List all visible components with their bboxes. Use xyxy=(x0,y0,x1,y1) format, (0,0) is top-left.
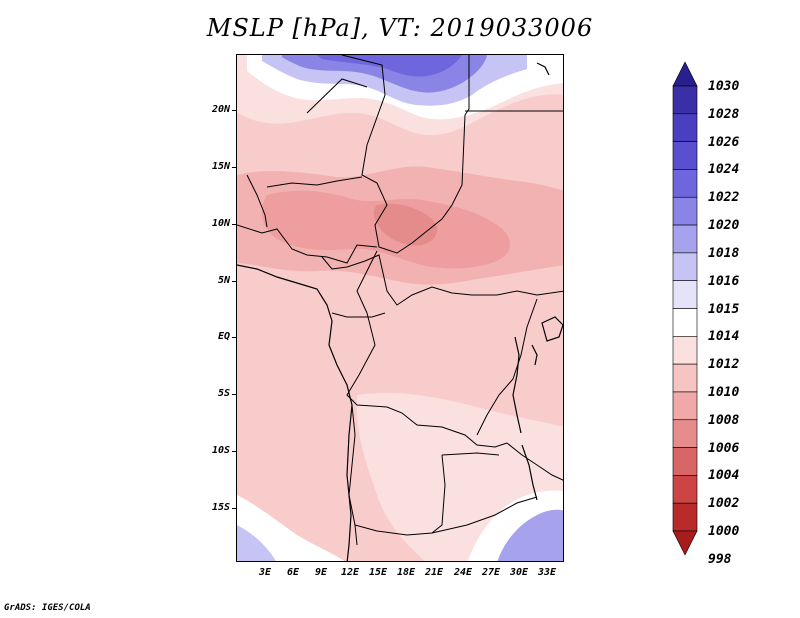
pressure-1022-north xyxy=(317,55,462,77)
lon-label-30e: 30E xyxy=(509,567,529,578)
colorbar-segment xyxy=(672,224,698,254)
colorbar-label: 1000 xyxy=(708,524,740,539)
colorbar-arrow-top xyxy=(672,61,698,87)
lat-label-15s: 15S xyxy=(211,502,230,513)
colorbar-segment xyxy=(672,308,698,337)
colorbar-label: 1015 xyxy=(708,301,740,317)
lon-label-12e: 12E xyxy=(340,567,360,578)
colorbar-label: 1026 xyxy=(708,134,740,150)
lat-label-5s: 5S xyxy=(217,388,230,399)
lat-label-5n: 5N xyxy=(217,275,230,286)
lat-tick xyxy=(232,167,236,168)
colorbar-segment xyxy=(672,502,698,532)
lat-label-10s: 10S xyxy=(211,445,230,456)
lat-tick xyxy=(232,337,236,338)
colorbar-label: 1020 xyxy=(708,218,740,234)
colorbar-label: 1028 xyxy=(708,106,740,122)
lat-label-20n: 20N xyxy=(211,104,230,115)
colorbar-segment xyxy=(672,447,698,476)
coastlines xyxy=(237,62,563,561)
lon-label-33e: 33E xyxy=(537,567,557,578)
lat-label-10n: 10N xyxy=(211,218,230,229)
colorbar-segment xyxy=(672,336,698,365)
lon-label-27e: 27E xyxy=(481,567,501,578)
pressure-1016-southwest xyxy=(237,525,276,561)
colorbar-segment xyxy=(672,419,698,448)
colorbar-label: 1010 xyxy=(708,384,740,400)
grads-credit: GrADS: IGES/COLA xyxy=(4,603,91,613)
pressure-1015-southwest xyxy=(237,495,345,561)
lat-tick xyxy=(232,110,236,111)
colorbar-label: 1018 xyxy=(708,245,740,261)
colorbar-segment xyxy=(672,252,698,281)
colorbar-segment xyxy=(672,113,698,142)
colorbar-label: 1012 xyxy=(708,357,740,373)
lat-tick xyxy=(232,451,236,452)
lat-label-15n: 15N xyxy=(211,161,230,172)
lat-tick xyxy=(232,394,236,395)
lon-label-6e: 6E xyxy=(286,567,300,578)
map-title: MSLP [hPa], VT: 2019033006 xyxy=(206,14,594,42)
lon-label-21e: 21E xyxy=(424,567,444,578)
colorbar-segment xyxy=(672,391,698,421)
colorbar-segment xyxy=(672,85,698,115)
colorbar-segment xyxy=(672,196,698,226)
colorbar-label: 1024 xyxy=(708,162,740,178)
lat-tick xyxy=(232,508,236,509)
colorbar-label: 998 xyxy=(708,551,732,567)
lon-label-9e: 9E xyxy=(314,567,328,578)
lat-label-eq: EQ xyxy=(217,331,230,342)
colorbar-segment xyxy=(672,475,698,504)
colorbar-segment xyxy=(672,141,698,170)
colorbar-label: 1002 xyxy=(708,496,740,512)
colorbar-label: 1022 xyxy=(708,190,740,206)
pressure-map xyxy=(236,54,564,562)
lon-label-15e: 15E xyxy=(368,567,388,578)
colorbar-label: 1014 xyxy=(708,329,740,345)
colorbar-segment xyxy=(672,363,698,393)
colorbar-label: 1004 xyxy=(708,468,740,484)
colorbar-label: 1016 xyxy=(708,273,740,289)
colorbar-label: 1006 xyxy=(708,440,740,456)
colorbar-segment xyxy=(672,280,698,309)
lon-label-3e: 3E xyxy=(258,567,272,578)
colorbar xyxy=(672,61,698,556)
colorbar-arrow-bottom xyxy=(672,530,698,556)
pressure-1018-southeast xyxy=(497,509,563,561)
lon-label-18e: 18E xyxy=(396,567,416,578)
lon-label-24e: 24E xyxy=(453,567,473,578)
lat-tick xyxy=(232,281,236,282)
lat-tick xyxy=(232,224,236,225)
colorbar-label: 1030 xyxy=(708,79,740,94)
country-borders xyxy=(237,55,563,546)
colorbar-segment xyxy=(672,169,698,198)
colorbar-label: 1008 xyxy=(708,412,740,428)
